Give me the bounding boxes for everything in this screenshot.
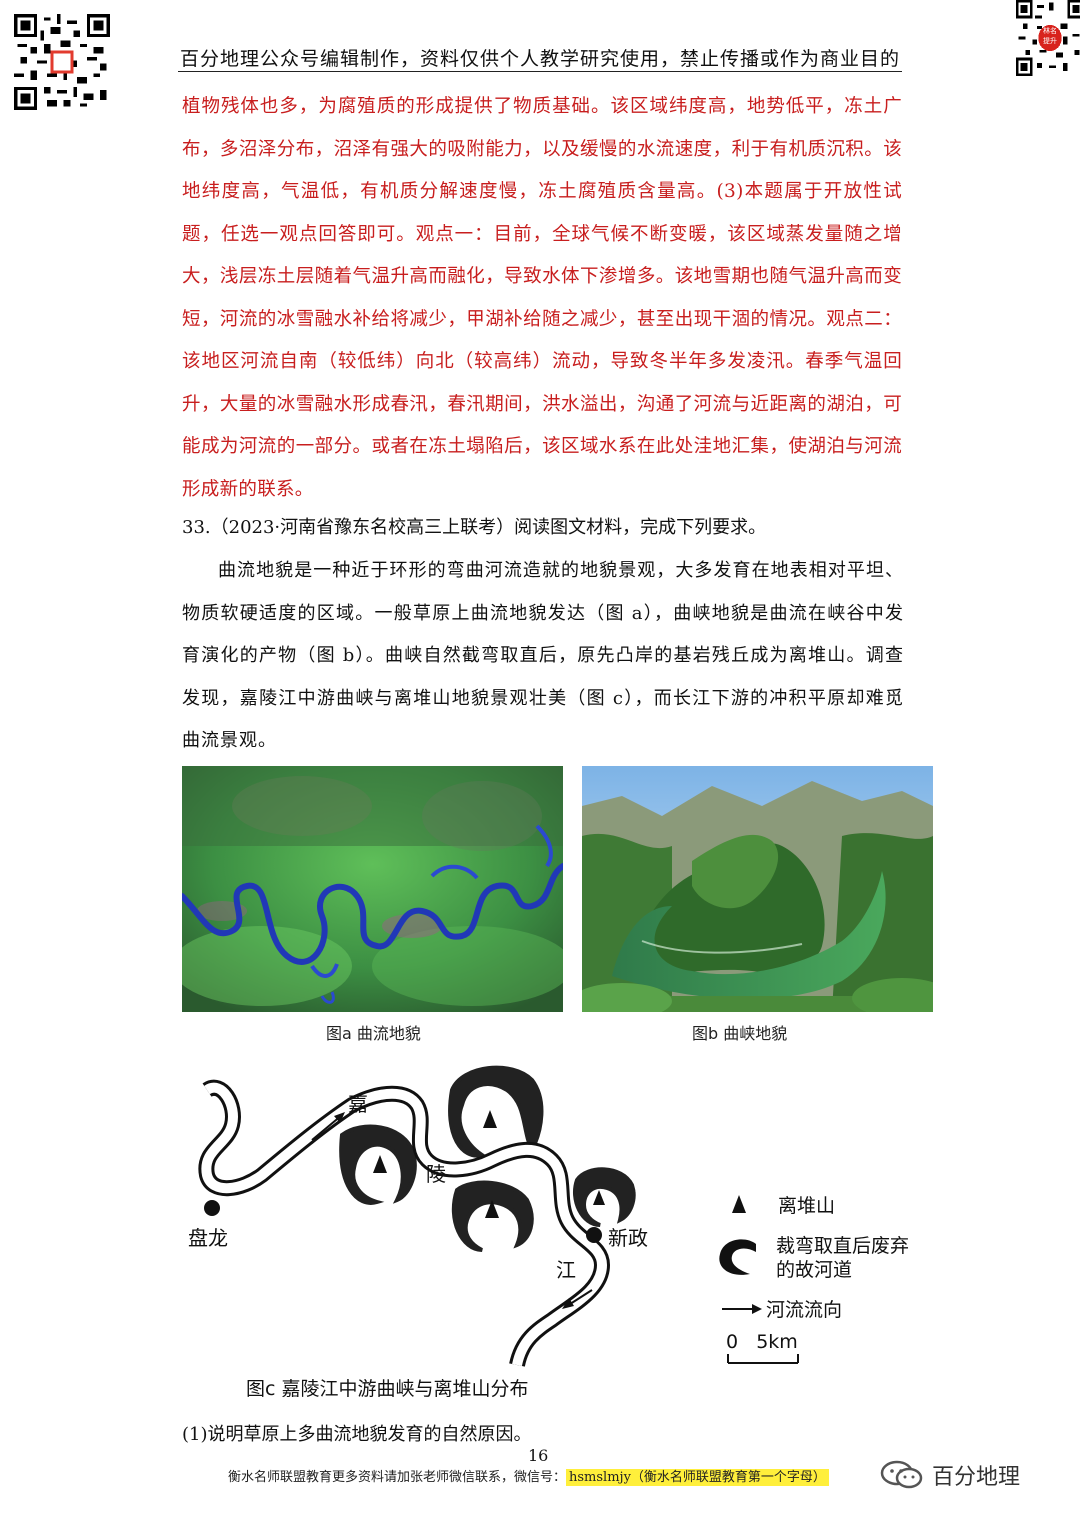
- legend-flow-arrow-icon: [722, 1304, 762, 1314]
- legend-old-channel-label-2: 的故河道: [776, 1259, 853, 1281]
- footer-contact: 衡水名师联盟教育更多资料请加张老师微信联系，微信号： hsmslmjy（衡水名师联…: [228, 1466, 829, 1486]
- legend-flow-label: 河流流向: [766, 1299, 843, 1321]
- qr-badge-text: 林名: [1043, 27, 1057, 35]
- qr-badge-text-2: 提升: [1043, 37, 1057, 45]
- answer-paragraph: 植物残体也多，为腐殖质的形成提供了物质基础。该区域纬度高，地势低平，冻土广布，多…: [182, 86, 902, 511]
- page-header: 百分地理公众号编辑制作，资料仅供个人教学研究使用，禁止传播或作为商业目的: [180, 48, 901, 70]
- question-title: 33.（2023·河南省豫东名校高三上联考）阅读图文材料，完成下列要求。: [182, 517, 767, 538]
- figure-b-caption: 图b 曲峡地貌: [692, 1024, 788, 1043]
- legend-scale-bar: [727, 1354, 799, 1364]
- legend-old-channel-icon: [719, 1239, 756, 1275]
- figure-c-map: [182, 1050, 742, 1370]
- qr-code-left: [14, 14, 110, 110]
- figure-a-satellite-image: [182, 766, 563, 1012]
- figure-c-caption: 图c 嘉陵江中游曲峡与离堆山分布: [246, 1378, 529, 1400]
- sub-question-1: (1)说明草原上多曲流地貌发育的自然原因。: [182, 1424, 532, 1445]
- brand-name: 百分地理: [932, 1465, 1021, 1490]
- footer-wechat-id: hsmslmjy（衡水名师联盟教育第一个字母）: [566, 1469, 829, 1486]
- brand-watermark: 百分地理: [880, 1459, 1020, 1491]
- figure-b-gorge-photo: [582, 766, 933, 1012]
- answer-text: 植物残体也多，为腐殖质的形成提供了物质基础。该区域纬度高，地势低平，冻土广布，多…: [182, 96, 902, 500]
- map-label-ling: 陵: [426, 1162, 446, 1186]
- figure-a-caption: 图a 曲流地貌: [326, 1024, 421, 1043]
- map-label-panlong: 盘龙: [188, 1226, 228, 1250]
- qr-code-right: 林名 提升: [1016, 0, 1080, 76]
- material-paragraph: 曲流地貌是一种近于环形的弯曲河流造就的地貌景观，大多发育在地表相对平坦、物质软硬…: [182, 550, 904, 763]
- footer-contact-text: 衡水名师联盟教育更多资料请加张老师微信联系，微信号：: [228, 1470, 567, 1485]
- legend-old-channel-label-1: 裁弯取直后废弃: [776, 1235, 910, 1257]
- map-label-jia: 嘉: [348, 1092, 368, 1116]
- map-label-xinzheng: 新政: [608, 1226, 648, 1250]
- legend-scale-label: 0 5km: [726, 1331, 798, 1353]
- map-label-jiang: 江: [556, 1258, 576, 1282]
- header-rule: [178, 71, 902, 72]
- legend-mesa-label: 离堆山: [778, 1195, 836, 1217]
- legend-mesa-icon: [732, 1195, 746, 1213]
- wechat-icon: [880, 1460, 923, 1489]
- material-text: 曲流地貌是一种近于环形的弯曲河流造就的地貌景观，大多发育在地表相对平坦、物质软硬…: [182, 560, 904, 751]
- page-number: 16: [528, 1446, 549, 1465]
